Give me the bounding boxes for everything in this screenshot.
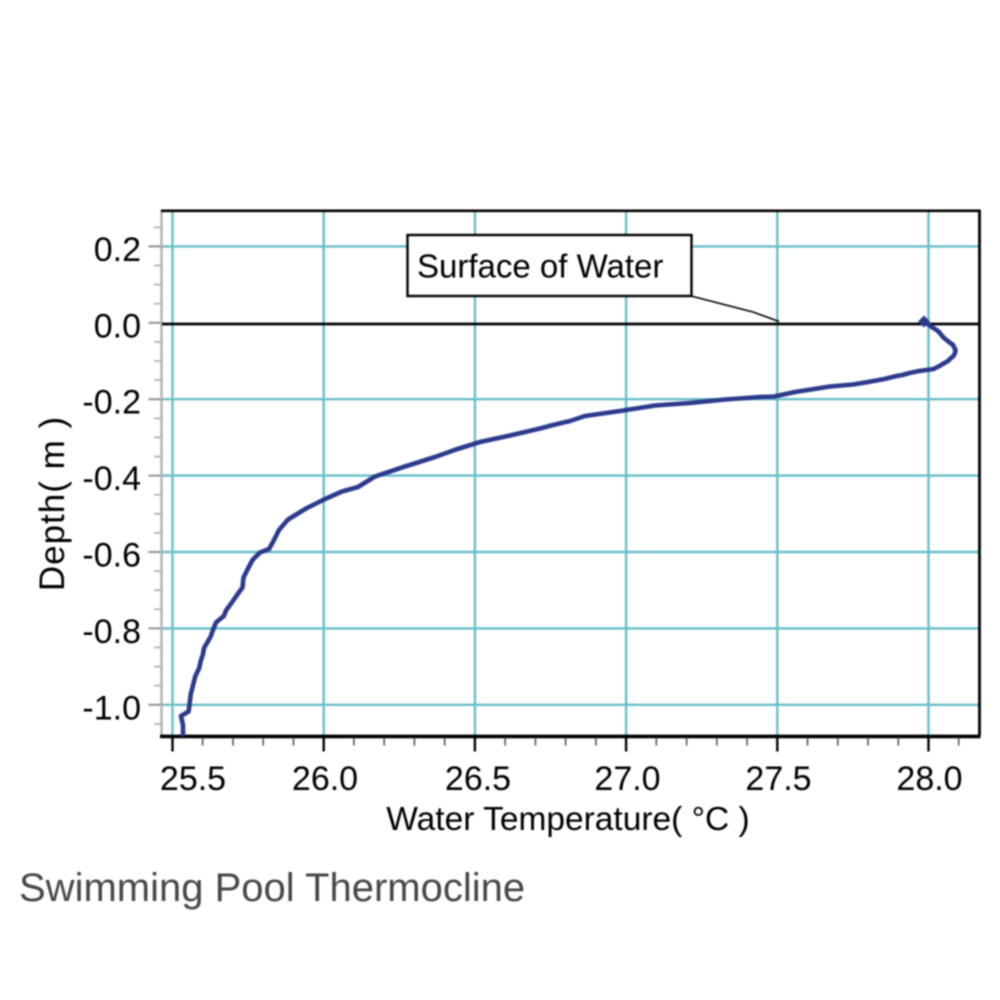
svg-text:27.0: 27.0 — [594, 760, 660, 798]
svg-text:Surface of Water: Surface of Water — [417, 248, 663, 285]
svg-text:-0.2: -0.2 — [82, 384, 141, 422]
svg-text:-0.6: -0.6 — [82, 537, 141, 575]
svg-text:27.5: 27.5 — [745, 760, 811, 798]
svg-text:Water Temperature( °C ): Water Temperature( °C ) — [386, 801, 749, 838]
svg-text:Swimming Pool Thermocline: Swimming Pool Thermocline — [19, 866, 525, 910]
svg-text:26.5: 26.5 — [445, 760, 511, 798]
svg-text:Depth( m ): Depth( m ) — [33, 416, 72, 591]
svg-text:-1.0: -1.0 — [82, 689, 141, 727]
svg-text:-0.8: -0.8 — [82, 613, 141, 651]
svg-text:26.0: 26.0 — [292, 760, 358, 798]
svg-text:25.5: 25.5 — [160, 760, 226, 798]
svg-text:0.0: 0.0 — [94, 307, 141, 345]
svg-text:0.2: 0.2 — [94, 231, 141, 269]
svg-text:-0.4: -0.4 — [82, 460, 141, 498]
svg-text:28.0: 28.0 — [896, 760, 962, 798]
